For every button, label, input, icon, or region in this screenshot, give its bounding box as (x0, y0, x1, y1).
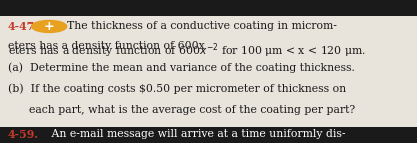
Text: 4-59.: 4-59. (8, 129, 38, 140)
Text: eters has a density function of 600x: eters has a density function of 600x (8, 41, 204, 51)
FancyBboxPatch shape (0, 0, 417, 16)
Text: (a)  Determine the mean and variance of the coating thickness.: (a) Determine the mean and variance of t… (8, 62, 354, 73)
Text: each part, what is the average cost of the coating per part?: each part, what is the average cost of t… (8, 105, 354, 115)
Text: The thickness of a conductive coating in microm-: The thickness of a conductive coating in… (67, 21, 337, 31)
Text: +: + (44, 20, 55, 33)
Circle shape (32, 20, 67, 32)
Text: (b)  If the coating costs $0.50 per micrometer of thickness on: (b) If the coating costs $0.50 per micro… (8, 84, 346, 94)
Text: An e-mail message will arrive at a time uniformly dis-: An e-mail message will arrive at a time … (48, 129, 345, 139)
FancyBboxPatch shape (0, 127, 417, 143)
Text: 4-47.: 4-47. (8, 21, 38, 32)
Text: eters has a density function of 600$x^{-2}$ for 100 μm < x < 120 μm.: eters has a density function of 600$x^{-… (8, 41, 366, 60)
